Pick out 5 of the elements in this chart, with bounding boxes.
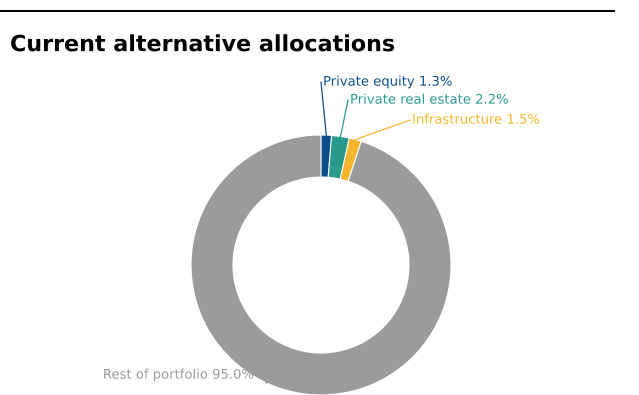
slice-label: Rest of portfolio 95.0%: [104, 368, 254, 382]
slice-label: Private real estate 2.2%: [351, 94, 508, 104]
chart-title: Current alternative allocations: [11, 34, 394, 52]
slice-label: Private equity 1.3%: [324, 76, 452, 88]
slice-label: Infrastructure 1.5%: [413, 114, 540, 124]
